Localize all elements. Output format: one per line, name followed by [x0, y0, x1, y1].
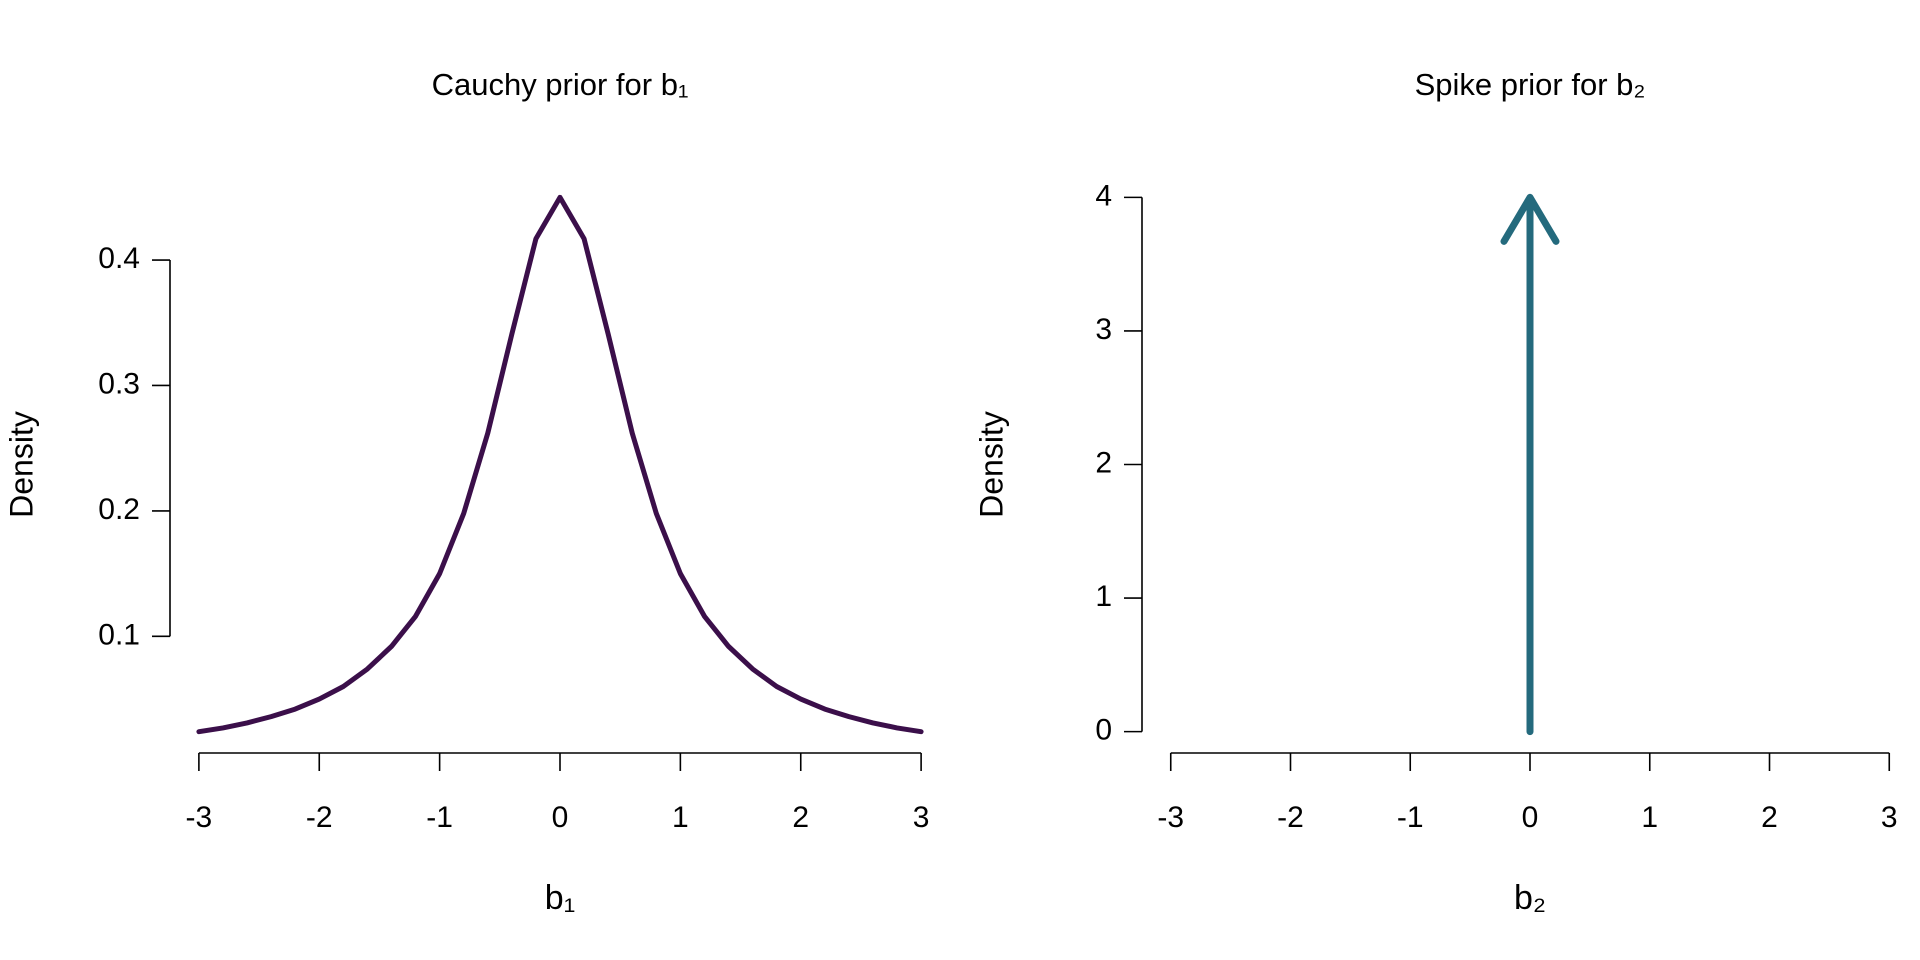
x-tick-label: 0 [552, 801, 569, 834]
x-tick-label: -1 [426, 801, 453, 834]
x-tick-label: 1 [1641, 801, 1658, 834]
x-tick-label: -3 [1157, 801, 1184, 834]
x-tick-label: 2 [792, 801, 809, 834]
x-axis-label: b₁ [545, 879, 575, 917]
x-tick-label: 1 [672, 801, 689, 834]
x-tick-label: -2 [1277, 801, 1304, 834]
x-tick-label: -1 [1397, 801, 1424, 834]
chart-title: Spike prior for b₂ [1415, 67, 1646, 102]
x-tick-label: -2 [306, 801, 333, 834]
density-line [196, 194, 924, 735]
y-axis-label: Density [3, 411, 39, 518]
y-tick-label: 0 [1095, 714, 1112, 747]
y-tick-label: 0.3 [98, 367, 140, 400]
y-tick-label: 0.2 [98, 493, 140, 526]
y-axis-label: Density [973, 411, 1009, 518]
x-tick-label: 0 [1522, 801, 1539, 834]
chart-title: Cauchy prior for b₁ [432, 67, 689, 102]
x-tick-label: -3 [186, 801, 213, 834]
x-tick-label: 2 [1761, 801, 1778, 834]
spike-arrow [1500, 193, 1560, 736]
x-tick-label: 3 [1881, 801, 1898, 834]
y-tick-label: 0.4 [98, 242, 140, 275]
y-tick-label: 1 [1095, 580, 1112, 613]
x-tick-label: 3 [913, 801, 930, 834]
x-axis-label: b₂ [1514, 879, 1546, 917]
y-tick-label: 3 [1095, 313, 1112, 346]
y-tick-label: 0.1 [98, 618, 140, 651]
y-tick-label: 2 [1095, 446, 1112, 479]
y-tick-label: 4 [1095, 179, 1112, 212]
